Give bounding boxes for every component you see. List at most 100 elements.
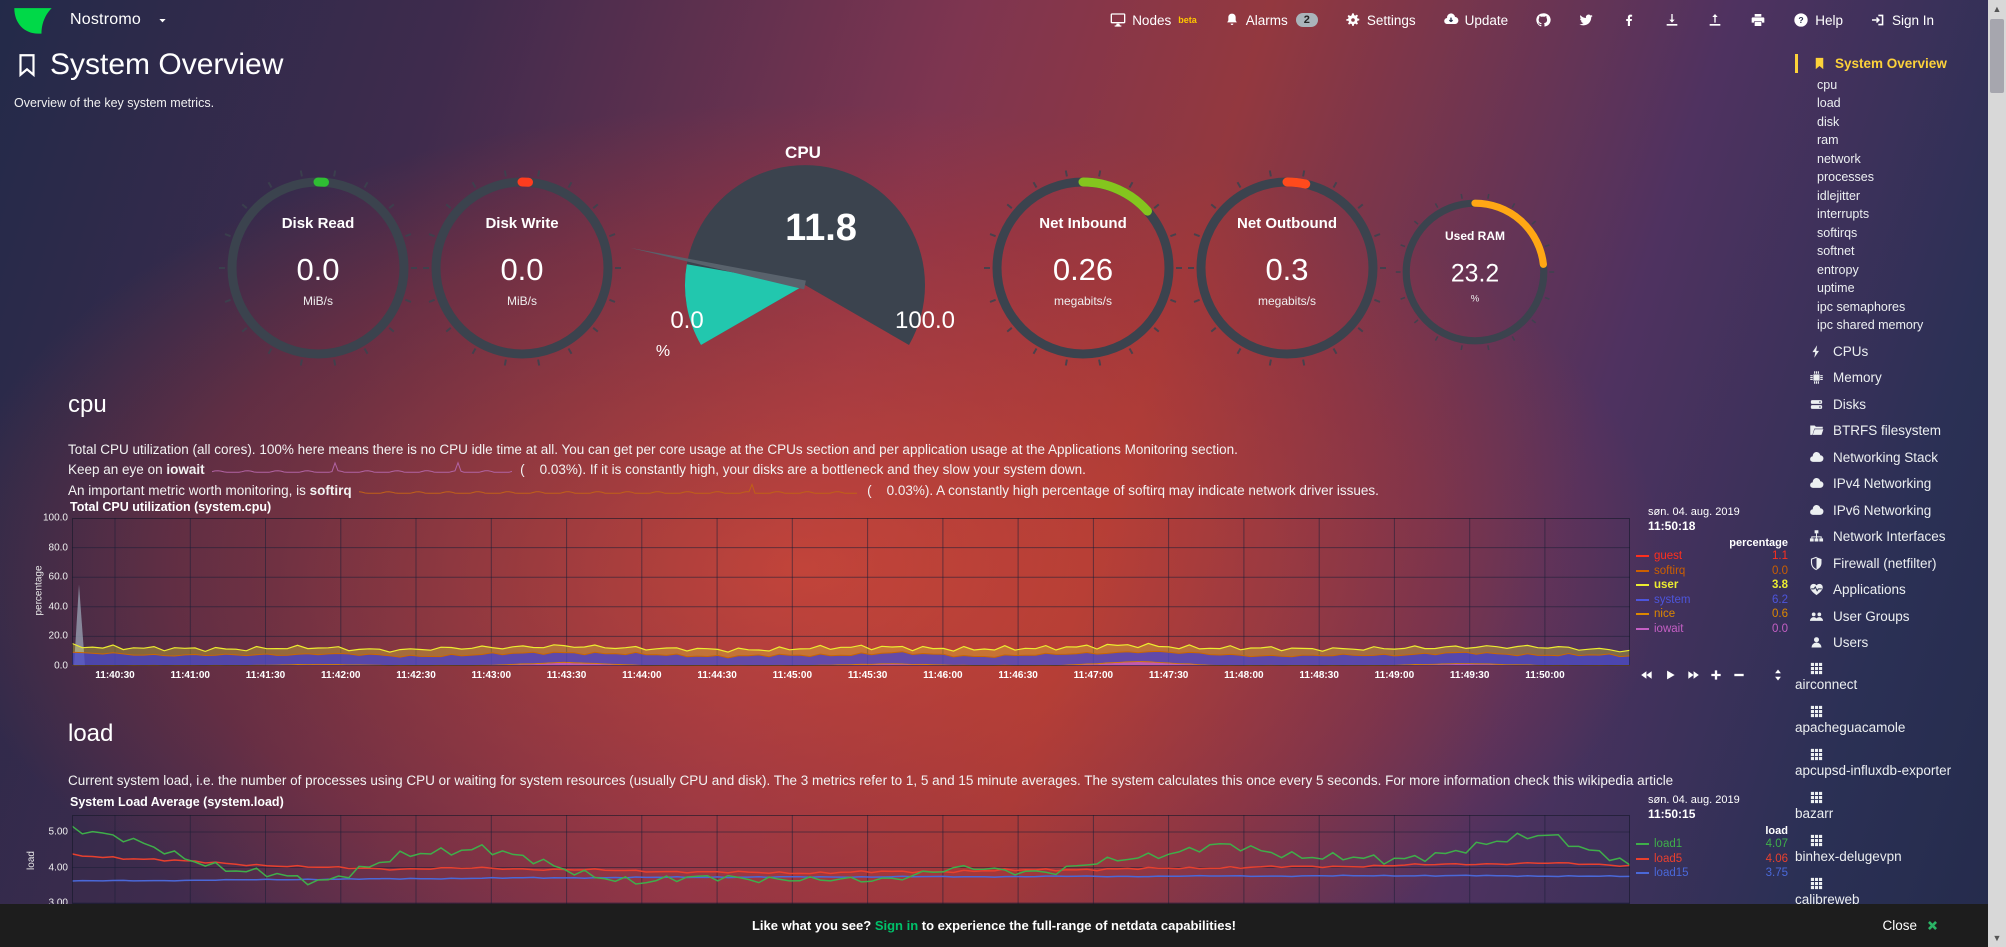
cpu-chart[interactable] bbox=[71, 518, 1631, 666]
legend-dash-icon bbox=[1636, 843, 1649, 846]
sidebar-subitem-ipc-semaphores[interactable]: ipc semaphores bbox=[1817, 299, 1906, 314]
load-ytick: 5.00 bbox=[48, 826, 68, 838]
sidebar-item-calibreweb[interactable]: calibreweb bbox=[1795, 876, 1988, 908]
sidebar-subitem-entropy[interactable]: entropy bbox=[1817, 262, 1859, 277]
sidebar-subitem-processes[interactable]: processes bbox=[1817, 170, 1874, 184]
sidebar-item-applications[interactable]: Applications bbox=[1795, 582, 1988, 597]
node-selector[interactable]: Nostromo bbox=[10, 3, 170, 37]
cpu-ytick: 40.0 bbox=[48, 601, 68, 613]
gauge-net-inbound[interactable]: Net Inbound 0.26 megabits/s bbox=[983, 168, 1183, 373]
sidebar-subitem-uptime[interactable]: uptime bbox=[1817, 281, 1855, 295]
load-legend-item-load5[interactable]: load5 4.06 bbox=[1636, 852, 1788, 867]
hostname-label: Nostromo bbox=[70, 11, 141, 28]
nav-item-update[interactable]: Update bbox=[1443, 12, 1508, 28]
sidebar-subitem-network[interactable]: network bbox=[1817, 151, 1861, 166]
sidebar-subitem-cpu[interactable]: cpu bbox=[1817, 77, 1838, 92]
zoom-in-button[interactable] bbox=[1709, 668, 1723, 682]
sidebar-subitem-interrupts[interactable]: interrupts bbox=[1817, 207, 1870, 221]
nav-item-print[interactable] bbox=[1750, 12, 1766, 28]
resize-button[interactable] bbox=[1771, 668, 1785, 682]
sidebar-item-cpus[interactable]: CPUs bbox=[1795, 344, 1988, 359]
sidebar-item-users[interactable]: Users bbox=[1795, 635, 1988, 650]
scrollbar-thumb[interactable] bbox=[1990, 19, 2004, 93]
cpu-xtick: 11:42:30 bbox=[396, 670, 436, 681]
sidebar-subitem-ipc-shared-memory[interactable]: ipc shared memory bbox=[1817, 318, 1924, 332]
cpu-xtick: 11:42:00 bbox=[321, 670, 361, 681]
sidebar-item-binhex-delugevpn[interactable]: binhex-delugevpn bbox=[1795, 833, 1988, 865]
sidebar-subitem-softnet[interactable]: softnet bbox=[1817, 244, 1855, 258]
nav-item-settings[interactable]: Settings bbox=[1345, 12, 1416, 28]
nav-item-help[interactable]: ? Help bbox=[1793, 12, 1843, 28]
banner-close-button[interactable]: Close bbox=[1882, 918, 1940, 933]
cpu-legend-item-user[interactable]: user 3.8 bbox=[1636, 578, 1788, 593]
cpu-legend-item-iowait[interactable]: iowait 0.0 bbox=[1636, 622, 1788, 637]
scroll-up-icon[interactable]: ▲ bbox=[1992, 4, 2002, 14]
load-chart[interactable] bbox=[71, 815, 1631, 904]
gauge-used-ram[interactable]: Used RAM 23.2% bbox=[1395, 192, 1555, 357]
svg-text:%: % bbox=[656, 343, 670, 360]
sidebar-item-system-overview[interactable]: System Overview bbox=[1795, 54, 1988, 73]
cpu-xtick: 11:49:00 bbox=[1374, 670, 1415, 681]
cpu-legend-item-system[interactable]: system 6.2 bbox=[1636, 593, 1788, 608]
gauge-disk-read[interactable]: Disk Read 0.0 MiB/s bbox=[218, 168, 418, 373]
netdata-logo bbox=[14, 8, 52, 34]
facebook-icon bbox=[1621, 12, 1637, 28]
load-chart-legend: søn. 04. aug. 2019 11:50:15 load load1 4.07 l… bbox=[1636, 794, 1788, 881]
cpu-legend-item-nice[interactable]: nice 0.6 bbox=[1636, 607, 1788, 622]
user-icon bbox=[1809, 635, 1824, 650]
sign-in-link[interactable]: Sign in bbox=[874, 918, 919, 933]
sidebar-item-ipv4-networking[interactable]: IPv4 Networking bbox=[1795, 476, 1988, 491]
gauge-disk-write[interactable]: Disk Write 0.0 MiB/s bbox=[422, 168, 622, 373]
load-legend-item-load1[interactable]: load1 4.07 bbox=[1636, 837, 1788, 852]
nav-item-signin[interactable]: Sign In bbox=[1870, 12, 1934, 28]
sidebar-item-user-groups[interactable]: User Groups bbox=[1795, 609, 1988, 624]
cloud-icon bbox=[1809, 476, 1824, 491]
load-section-description: Current system load, i.e. the number of … bbox=[68, 771, 1768, 791]
sidebar-subitem-disk[interactable]: disk bbox=[1817, 114, 1840, 129]
sidebar-item-apacheguacamole[interactable]: apacheguacamole bbox=[1795, 704, 1988, 736]
cpu-desc-line3: An important metric worth monitoring, is… bbox=[68, 481, 1768, 502]
load-ytick: 3.00 bbox=[48, 897, 68, 909]
cpu-legend-item-guest[interactable]: guest 1.1 bbox=[1636, 549, 1788, 564]
scroll-down-icon[interactable]: ▼ bbox=[1992, 933, 2002, 943]
sidebar-subitem-load[interactable]: load bbox=[1817, 96, 1841, 110]
nav-item-github[interactable] bbox=[1535, 12, 1551, 28]
svg-text:MiB/s: MiB/s bbox=[303, 294, 333, 308]
sidebar-item-disks[interactable]: Disks bbox=[1795, 397, 1988, 412]
sidebar-item-btrfs-filesystem[interactable]: BTRFS filesystem bbox=[1795, 423, 1988, 438]
sidebar-item-ipv6-networking[interactable]: IPv6 Networking bbox=[1795, 503, 1988, 518]
nav-item-alarms[interactable]: Alarms 2 bbox=[1224, 12, 1318, 28]
gauge-net-outbound[interactable]: Net Outbound 0.3 megabits/s bbox=[1187, 168, 1387, 373]
nav-item-export-snapshot[interactable] bbox=[1707, 12, 1723, 28]
pan-backward-button[interactable] bbox=[1640, 668, 1654, 682]
load-legend-item-load15[interactable]: load15 3.75 bbox=[1636, 866, 1788, 881]
play-button[interactable] bbox=[1663, 668, 1677, 682]
cpu-legend-item-softirq[interactable]: softirq 0.0 bbox=[1636, 564, 1788, 579]
sidebar-item-airconnect[interactable]: airconnect bbox=[1795, 661, 1988, 693]
sidebar-item-bazarr[interactable]: bazarr bbox=[1795, 790, 1988, 822]
page-scrollbar[interactable]: ▲ ▼ bbox=[1988, 0, 2006, 947]
sidebar-item-firewall-netfilter-[interactable]: Firewall (netfilter) bbox=[1795, 556, 1988, 571]
nav-item-facebook[interactable] bbox=[1621, 12, 1637, 28]
pan-forward-button[interactable] bbox=[1686, 668, 1700, 682]
gauge-cpu[interactable]: CPU 11.8 0.0 100.0% bbox=[631, 135, 975, 365]
nav-item-import-snapshot[interactable] bbox=[1664, 12, 1680, 28]
sidebar-item-memory[interactable]: Memory bbox=[1795, 370, 1988, 385]
svg-text:?: ? bbox=[1799, 15, 1804, 25]
nav-item-nodes[interactable]: Nodes beta bbox=[1110, 12, 1197, 28]
legend-dash-icon bbox=[1636, 627, 1649, 630]
svg-text:23.2: 23.2 bbox=[1451, 261, 1499, 288]
cpu-xtick: 11:43:00 bbox=[471, 670, 512, 681]
cpu-xtick: 11:47:30 bbox=[1148, 670, 1189, 681]
sidebar-item-networking-stack[interactable]: Networking Stack bbox=[1795, 450, 1988, 465]
sidebar-item-network-interfaces[interactable]: Network Interfaces bbox=[1795, 529, 1988, 544]
sidebar-subitem-idlejitter[interactable]: idlejitter bbox=[1817, 188, 1861, 203]
nav-item-twitter[interactable] bbox=[1578, 12, 1594, 28]
sidebar-subitem-softirqs[interactable]: softirqs bbox=[1817, 225, 1858, 240]
sidebar-item-apcupsd-influxdb-exporter[interactable]: apcupsd-influxdb-exporter bbox=[1795, 747, 1988, 779]
cpu-xtick: 11:44:30 bbox=[697, 670, 737, 681]
zoom-out-button[interactable] bbox=[1732, 668, 1746, 682]
sidebar-subitem-ram[interactable]: ram bbox=[1817, 133, 1839, 147]
bookmark-icon bbox=[1812, 56, 1827, 71]
cpu-ytick: 80.0 bbox=[48, 542, 68, 554]
